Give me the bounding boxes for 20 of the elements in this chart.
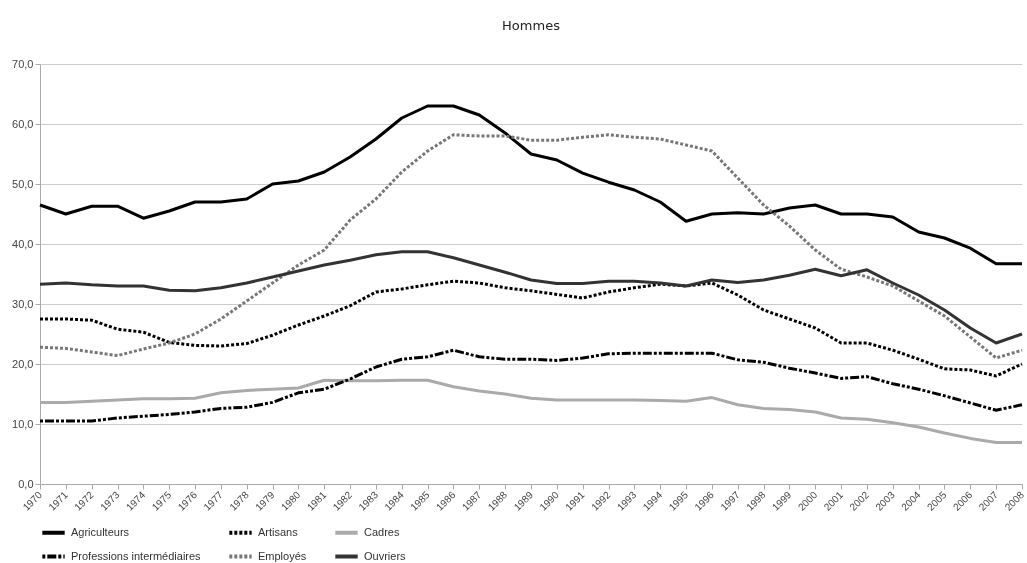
legend-label: Agriculteurs (71, 525, 130, 538)
legend-label: Employés (258, 549, 307, 562)
y-tick-label: 10,0 (12, 417, 34, 430)
line-series (38, 104, 1024, 266)
y-tick-label: 60,0 (12, 117, 34, 130)
legend-label: Ouvriers (364, 549, 407, 562)
y-tick-label: 0,0 (18, 477, 34, 490)
y-tick-label: 70,0 (12, 57, 34, 70)
legend-label: Professions intermédiaires (71, 549, 202, 562)
chart-title: Hommes (502, 18, 561, 33)
line-series (38, 250, 1024, 345)
legend-label: Cadres (364, 525, 400, 538)
line-series (38, 279, 1024, 378)
y-tick-label: 30,0 (12, 297, 34, 310)
y-tick-label: 20,0 (12, 357, 34, 370)
y-tick-label: 50,0 (12, 177, 34, 190)
legend-label: Artisans (258, 525, 299, 538)
line-series (38, 348, 1024, 423)
y-tick-label: 40,0 (12, 237, 34, 250)
line-series (38, 133, 1024, 360)
